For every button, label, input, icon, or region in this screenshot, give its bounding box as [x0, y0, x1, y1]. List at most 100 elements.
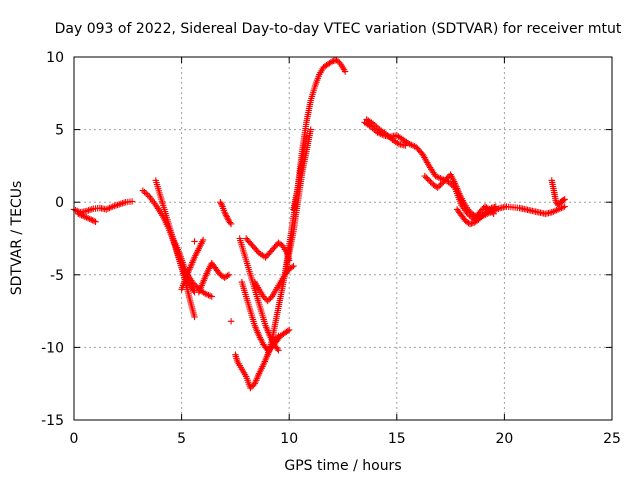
data-point-marker: [265, 296, 273, 303]
data-point-marker: [274, 345, 281, 353]
data-point-marker: [402, 142, 409, 149]
data-point-marker: [286, 326, 293, 334]
data-point-marker: [144, 191, 151, 199]
series-arc-c: [139, 187, 198, 321]
data-point-marker: [303, 133, 310, 141]
x-tick-label: 0: [70, 431, 79, 447]
data-point-marker: [290, 262, 297, 270]
series-arc-u: [548, 177, 568, 209]
data-point-marker: [440, 178, 447, 186]
data-point-marker: [489, 209, 496, 216]
data-point-marker: [466, 207, 473, 215]
data-point-marker: [224, 272, 231, 279]
x-tick-label: 25: [603, 431, 621, 447]
data-point-marker: [441, 177, 449, 184]
data-point-marker: [221, 209, 228, 216]
data-point-marker: [218, 201, 225, 209]
data-point-marker: [307, 126, 314, 133]
data-point-marker: [284, 327, 291, 335]
data-point-marker: [139, 187, 147, 194]
x-tick-label: 20: [495, 431, 513, 447]
data-point-marker: [247, 384, 254, 392]
data-point-marker: [486, 205, 494, 213]
data-point-marker: [227, 318, 235, 325]
data-point-marker: [222, 212, 230, 219]
data-point-marker: [142, 190, 150, 197]
plot-frame: [73, 56, 613, 421]
data-point-marker: [227, 220, 235, 228]
data-point-marker: [336, 59, 343, 67]
data-point-marker: [560, 196, 567, 204]
data-point-marker: [423, 174, 430, 181]
data-point-marker: [435, 183, 443, 190]
data-point-marker: [476, 214, 484, 222]
series-arc-f: [178, 236, 207, 293]
data-point-marker: [561, 203, 568, 210]
y-tick-label: 5: [55, 123, 64, 139]
y-tick-label: -5: [50, 268, 64, 284]
data-point-marker: [224, 214, 231, 222]
data-point-marker: [225, 271, 233, 278]
data-point-marker: [481, 210, 488, 218]
series-outlier-1: [227, 318, 235, 325]
data-point-marker: [261, 294, 269, 302]
axis-ticks: 0 5 10 15 20 25 10 5 0 -5 -10 -15: [41, 50, 621, 447]
series-arc-b: [75, 210, 99, 226]
data-point-marker: [444, 174, 451, 181]
data-point-marker: [248, 383, 256, 390]
series-arc-p: [290, 133, 310, 213]
data-point-marker: [421, 172, 428, 180]
series-arc-t: [453, 203, 499, 228]
series-arc-a: [70, 198, 136, 216]
data-point-marker: [424, 175, 431, 183]
data-point-marker: [427, 178, 434, 186]
series-arc-n: [264, 56, 349, 358]
y-tick-label: 10: [46, 50, 64, 66]
data-point-marker: [199, 236, 207, 244]
series-arc-g: [195, 259, 233, 296]
y-tick-label: -15: [41, 413, 64, 429]
data-point-marker: [141, 188, 148, 196]
x-tick-label: 10: [280, 431, 298, 447]
data-point-marker: [464, 206, 472, 213]
series-arc-h: [217, 199, 235, 228]
y-axis-label: SDTVAR / TECUs: [9, 181, 25, 296]
data-point-marker: [267, 294, 274, 302]
data-point-marker: [288, 263, 296, 271]
y-tick-label: 0: [55, 195, 64, 211]
data-point-marker: [478, 213, 485, 220]
data-point-marker: [478, 206, 486, 213]
data-point-marker: [425, 177, 433, 184]
series-arc-s: [421, 171, 497, 220]
data-point-marker: [260, 293, 267, 300]
data-point-marker: [334, 58, 342, 65]
data-point-marker: [492, 203, 499, 210]
series-outlier-2: [191, 238, 198, 245]
data-point-marker: [490, 210, 497, 218]
data-point-marker: [477, 207, 484, 215]
data-point-marker: [89, 217, 96, 224]
series-arc-j: [238, 278, 293, 354]
data-point-marker: [264, 297, 271, 305]
data-point-marker: [438, 180, 446, 187]
data-point-marker: [208, 293, 215, 300]
data-point-marker: [479, 212, 487, 219]
data-point-marker: [217, 199, 224, 206]
data-point-marker: [561, 196, 568, 203]
data-points: [70, 56, 568, 392]
data-point-marker: [222, 210, 229, 218]
x-tick-label: 15: [388, 431, 406, 447]
data-point-marker: [191, 238, 198, 245]
data-point-marker: [327, 59, 335, 66]
data-point-marker: [275, 347, 282, 354]
data-point-marker: [223, 213, 230, 220]
chart-title: Day 093 of 2022, Sidereal Day-to-day VTE…: [55, 21, 622, 37]
data-point-marker: [434, 184, 441, 191]
data-point-marker: [341, 68, 349, 75]
y-tick-label: -10: [41, 340, 64, 356]
series-arc-r: [363, 116, 409, 149]
data-point-marker: [88, 216, 95, 223]
data-point-marker: [90, 217, 98, 225]
data-point-marker: [92, 218, 99, 226]
